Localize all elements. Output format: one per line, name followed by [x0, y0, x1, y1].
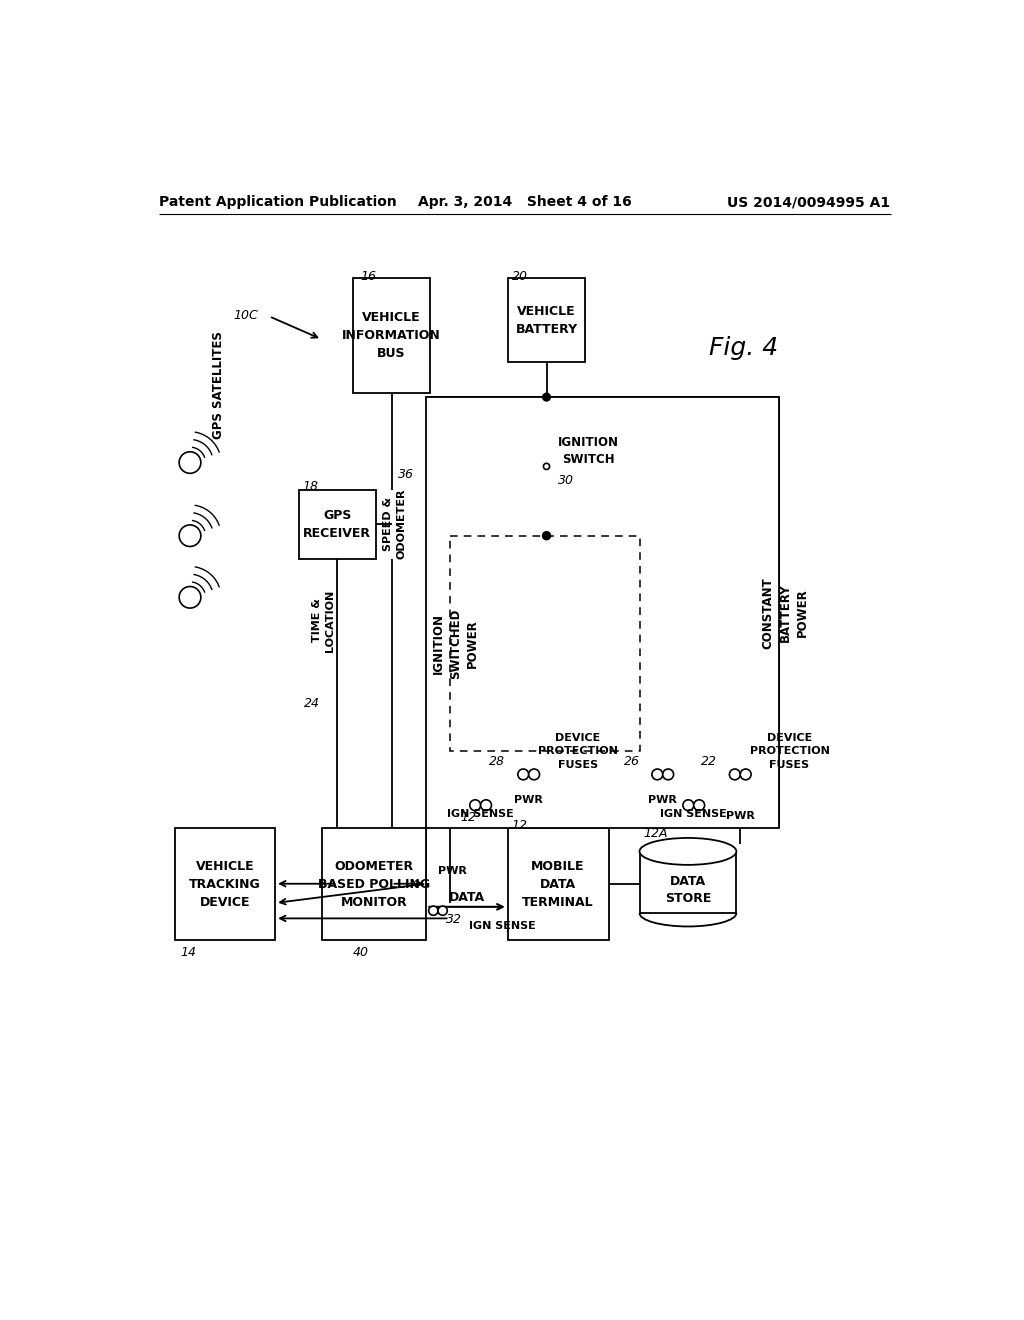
- Text: 26: 26: [624, 755, 640, 768]
- Text: VEHICLE
BATTERY: VEHICLE BATTERY: [515, 305, 578, 335]
- Bar: [174, 829, 275, 940]
- Bar: [508, 829, 608, 940]
- Text: 28: 28: [489, 755, 506, 768]
- Bar: [299, 490, 376, 558]
- Text: TIME &
LOCATION: TIME & LOCATION: [311, 589, 335, 652]
- Text: PWR: PWR: [438, 866, 467, 876]
- Text: DEVICE
PROTECTION
FUSES: DEVICE PROTECTION FUSES: [750, 733, 829, 770]
- Circle shape: [663, 770, 674, 780]
- Text: 12: 12: [461, 812, 477, 825]
- Text: 20: 20: [512, 271, 527, 282]
- Bar: [640, 851, 736, 913]
- Text: IGN SENSE: IGN SENSE: [660, 809, 727, 818]
- Text: CONSTANT
BATTERY
POWER: CONSTANT BATTERY POWER: [762, 577, 809, 648]
- Text: 10C: 10C: [233, 309, 258, 322]
- Circle shape: [480, 800, 492, 810]
- Text: PWR: PWR: [648, 795, 677, 805]
- Text: US 2014/0094995 A1: US 2014/0094995 A1: [727, 195, 891, 210]
- Text: Fig. 4: Fig. 4: [710, 335, 778, 359]
- Bar: [322, 829, 426, 940]
- Text: 30: 30: [558, 474, 574, 487]
- Text: IGN SENSE: IGN SENSE: [447, 809, 514, 818]
- Circle shape: [179, 586, 201, 609]
- Bar: [352, 277, 430, 393]
- Bar: [508, 277, 586, 363]
- Circle shape: [740, 770, 751, 780]
- Text: PWR: PWR: [514, 795, 543, 805]
- Circle shape: [543, 532, 550, 540]
- Text: DATA: DATA: [449, 891, 484, 904]
- Text: GPS SATELLITES: GPS SATELLITES: [212, 331, 224, 440]
- Text: VEHICLE
INFORMATION
BUS: VEHICLE INFORMATION BUS: [342, 312, 441, 360]
- Text: 36: 36: [397, 469, 414, 480]
- Circle shape: [544, 463, 550, 470]
- Text: 12A: 12A: [643, 826, 668, 840]
- Text: 32: 32: [445, 913, 462, 927]
- Circle shape: [438, 906, 447, 915]
- Text: 12: 12: [512, 818, 527, 832]
- Circle shape: [179, 451, 201, 474]
- Circle shape: [528, 770, 540, 780]
- Bar: [450, 536, 640, 751]
- Text: DATA
STORE: DATA STORE: [665, 875, 711, 906]
- Text: 24: 24: [304, 697, 321, 710]
- Circle shape: [518, 770, 528, 780]
- Text: DEVICE
PROTECTION
FUSES: DEVICE PROTECTION FUSES: [538, 733, 617, 770]
- Text: Patent Application Publication: Patent Application Publication: [159, 195, 396, 210]
- Text: 14: 14: [180, 946, 197, 960]
- Text: IGNITION
SWITCHED
POWER: IGNITION SWITCHED POWER: [432, 609, 479, 678]
- Text: GPS
RECEIVER: GPS RECEIVER: [303, 508, 372, 540]
- Circle shape: [179, 525, 201, 546]
- Text: Apr. 3, 2014   Sheet 4 of 16: Apr. 3, 2014 Sheet 4 of 16: [418, 195, 632, 210]
- Bar: [426, 397, 779, 829]
- Text: VEHICLE
TRACKING
DEVICE: VEHICLE TRACKING DEVICE: [189, 859, 261, 908]
- Text: 22: 22: [701, 755, 717, 768]
- Circle shape: [543, 532, 550, 540]
- Text: PWR: PWR: [726, 810, 755, 821]
- Text: ODOMETER
BASED POLLING
MONITOR: ODOMETER BASED POLLING MONITOR: [318, 859, 430, 908]
- Text: 18: 18: [302, 480, 318, 494]
- Ellipse shape: [640, 838, 736, 865]
- Text: 16: 16: [360, 271, 377, 282]
- Circle shape: [683, 800, 693, 810]
- Circle shape: [693, 800, 705, 810]
- Circle shape: [429, 906, 438, 915]
- Text: SPEED &
ODOMETER: SPEED & ODOMETER: [383, 488, 407, 560]
- Text: MOBILE
DATA
TERMINAL: MOBILE DATA TERMINAL: [522, 859, 594, 908]
- Text: 40: 40: [352, 946, 369, 960]
- Circle shape: [729, 770, 740, 780]
- Circle shape: [543, 393, 550, 401]
- Circle shape: [470, 800, 480, 810]
- Circle shape: [652, 770, 663, 780]
- Text: IGN SENSE: IGN SENSE: [469, 921, 536, 931]
- Text: IGNITION
SWITCH: IGNITION SWITCH: [558, 436, 620, 466]
